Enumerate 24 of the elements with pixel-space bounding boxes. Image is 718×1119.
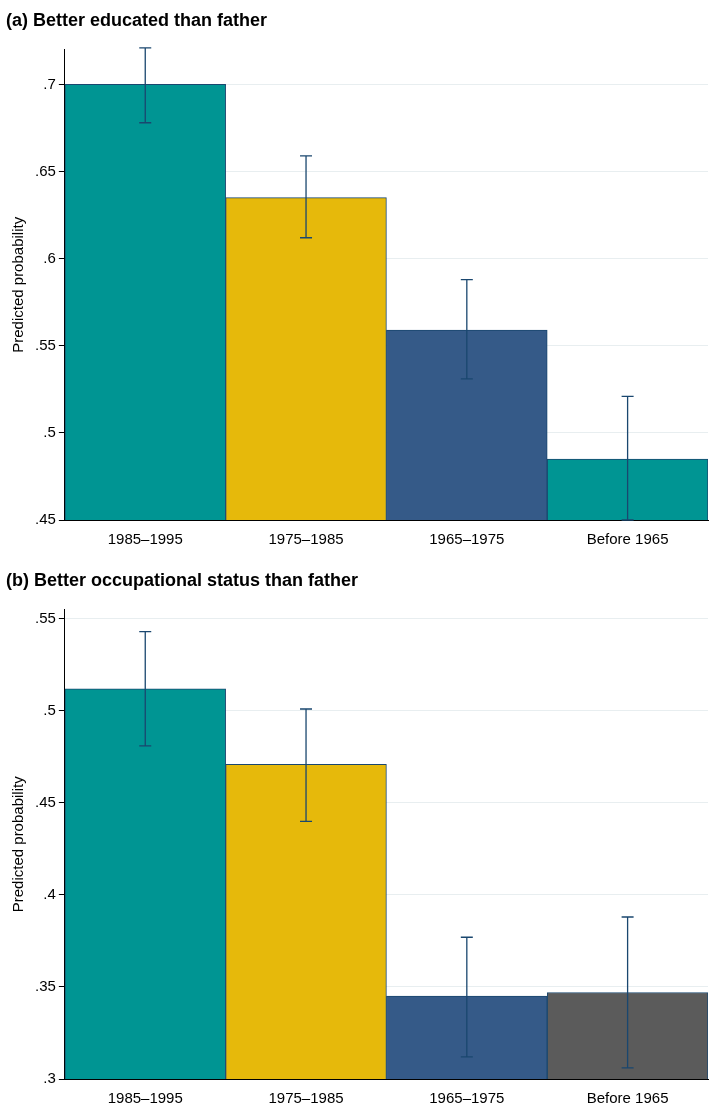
- y-axis-title: Predicted probability: [9, 216, 27, 353]
- y-tick-label: .65: [34, 161, 56, 179]
- y-axis-title: Predicted probability: [9, 775, 27, 913]
- chart-title: (a) Better educated than father: [6, 9, 268, 30]
- y-tick-label: .55: [34, 608, 56, 626]
- x-tick-label: Before 1965: [586, 1089, 669, 1107]
- x-tick-label: Before 1965: [586, 530, 669, 548]
- x-tick-label: 1965–1975: [429, 530, 505, 548]
- chart-title: (b) Better occupational status than father: [6, 569, 359, 590]
- y-tick-label: .3: [43, 1069, 56, 1087]
- y-tick-label: .5: [43, 423, 56, 441]
- y-tick-label: .35: [34, 977, 56, 995]
- x-tick-label: 1965–1975: [429, 1089, 505, 1107]
- x-tick-label: 1985–1995: [107, 530, 183, 548]
- y-tick-label: .4: [43, 885, 56, 903]
- y-tick-label: .6: [43, 248, 56, 266]
- y-tick-label: .55: [34, 335, 56, 353]
- y-tick-label: .45: [34, 510, 56, 528]
- y-tick-label: .5: [43, 700, 56, 718]
- x-tick-label: 1975–1985: [268, 530, 344, 548]
- x-tick-label: 1975–1985: [268, 1089, 344, 1107]
- y-tick-label: .7: [43, 74, 56, 92]
- x-tick-label: 1985–1995: [107, 1089, 183, 1107]
- y-tick-label: .45: [34, 793, 56, 811]
